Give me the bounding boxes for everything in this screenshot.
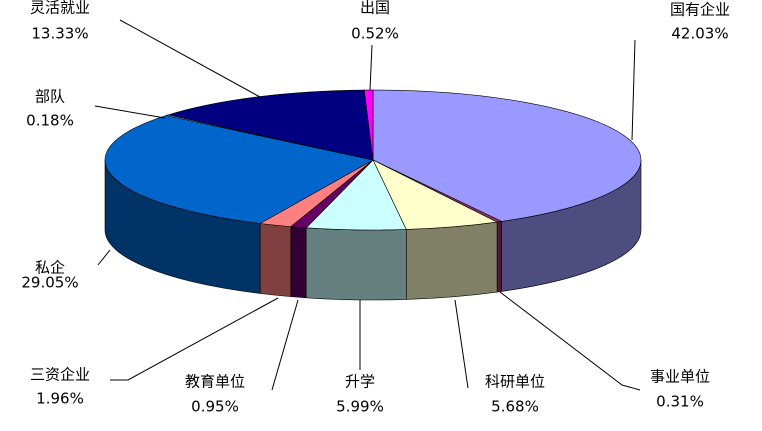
leader-line — [271, 299, 299, 391]
slice-value-label: 5.99% — [336, 398, 384, 416]
slice — [166, 89, 374, 161]
leader-line — [110, 297, 279, 381]
slice-value-label: 5.68% — [491, 398, 539, 416]
leader-line — [119, 19, 261, 98]
slice-value-label: 42.03% — [671, 25, 728, 43]
leader-line — [454, 299, 469, 389]
slice-value-label: 0.31% — [656, 393, 704, 411]
slice-label: 升学 — [345, 373, 375, 391]
slice-value-label: 1.96% — [36, 390, 84, 408]
leader-line — [369, 44, 373, 91]
slice-side — [305, 227, 407, 301]
slice-side — [290, 226, 307, 299]
leader-line — [94, 105, 166, 119]
slice-side — [259, 223, 292, 297]
leader-line — [631, 39, 636, 141]
slice-side — [496, 221, 502, 293]
slice-label: 国有企业 — [670, 1, 730, 19]
slice-label: 三资企业 — [30, 366, 90, 384]
slice-value-label: 29.05% — [21, 274, 78, 292]
slice-label: 部队 — [35, 88, 65, 106]
slice-label: 事业单位 — [650, 368, 710, 386]
slice-side — [405, 221, 498, 300]
slice-label: 灵活就业 — [30, 0, 90, 17]
slice-value-label: 0.52% — [351, 25, 399, 43]
slice-value-label: 0.18% — [26, 112, 74, 130]
slice-value-label: 0.95% — [191, 398, 239, 416]
slice-value-label: 13.33% — [31, 25, 88, 43]
slice-label: 科研单位 — [485, 373, 545, 391]
slice-label: 教育单位 — [185, 373, 245, 391]
slice-label: 出国 — [360, 0, 390, 17]
slice — [363, 89, 374, 161]
slice — [372, 89, 642, 222]
leader-line — [97, 249, 111, 266]
slice-label: 私企 — [35, 259, 65, 277]
leader-line — [499, 291, 641, 391]
slice — [104, 115, 374, 224]
